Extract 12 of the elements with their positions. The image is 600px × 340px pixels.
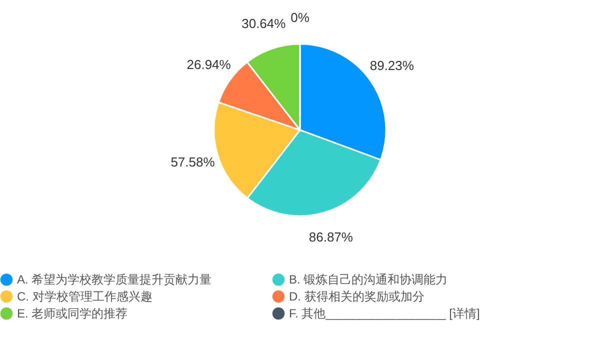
text: 0% <box>290 10 310 25</box>
legend-label: B. 锻炼自己的沟通和协调能力 <box>289 272 448 287</box>
legend-label: F. 其他__________________ [详情] <box>289 306 480 320</box>
legend-label: C. 对学校管理工作感兴趣 <box>17 290 152 304</box>
data-label: 57.58% <box>170 154 216 170</box>
data-label: 26.94% <box>186 56 232 72</box>
data-label: 86.87% <box>308 230 354 245</box>
legend-label: A. 希望为学校教学质量提升贡献力量 <box>17 272 212 287</box>
data-label: 89.23% <box>370 58 414 73</box>
legend-label: D. 获得相关的奖励或加分 <box>289 290 424 304</box>
data-label: 30.64% <box>242 16 286 32</box>
legend-label: E. 老师或同学的推荐 <box>17 306 128 320</box>
